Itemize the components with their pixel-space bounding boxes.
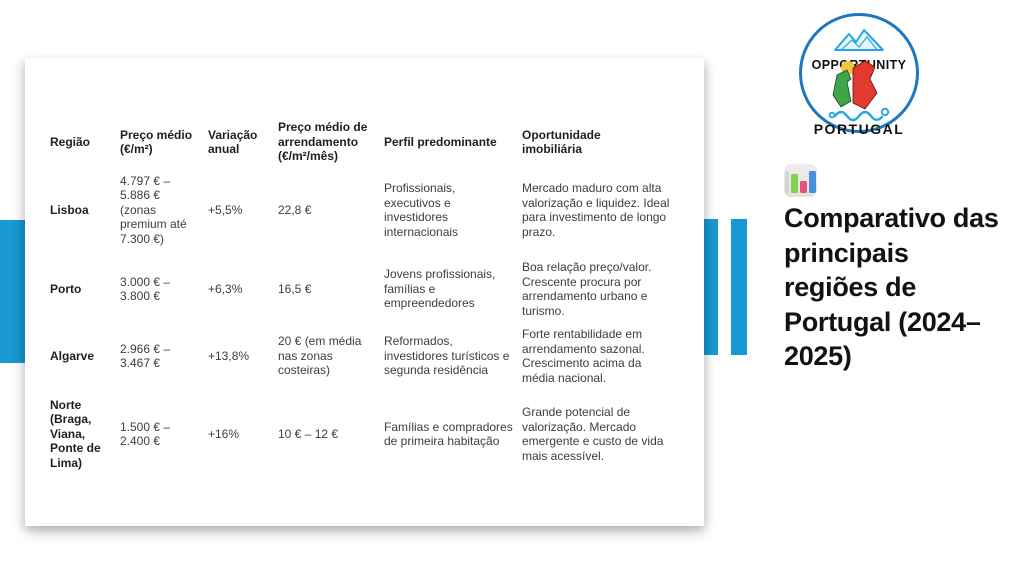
green-figure-icon [832, 69, 852, 108]
mountains-icon [834, 29, 884, 51]
table-card: Região Preço médio (€/m²) Variação anual… [25, 58, 704, 526]
rent-cell: 22,8 € [278, 202, 312, 217]
col-header-variacao-anual: Variação anual [208, 127, 258, 157]
bar-chart-icon [784, 164, 817, 197]
opportunity-cell: Grande potencial de valorização. Mercado… [522, 405, 664, 463]
col-header-preco-arrendamento: Preço médio de arrendamento (€/m²/mês) [278, 120, 368, 164]
opportunity-cell: Mercado maduro com alta valorização e li… [522, 181, 670, 239]
region-cell: Algarve [50, 348, 95, 363]
price-cell: 3.000 € – 3.800 € [120, 274, 171, 304]
table-row-algarve: Algarve 2.966 € – 3.467 € +13,8% 20 € (e… [50, 322, 684, 390]
red-figure-icon [852, 60, 878, 110]
right-accent-bar-1 [703, 219, 718, 355]
table-row-norte: Norte (Braga, Viana, Ponte de Lima) 1.50… [50, 390, 684, 478]
table-row-lisboa: Lisboa 4.797 € – 5.886 € (zonas premium … [50, 164, 684, 256]
bar-chart-ghost-bar [785, 171, 789, 193]
table-header-row: Região Preço médio (€/m²) Variação anual… [50, 120, 684, 164]
profile-cell: Profissionais, executivos e investidores… [384, 181, 459, 239]
region-cell: Lisboa [50, 202, 89, 217]
variation-cell: +16% [208, 426, 240, 441]
col-header-perfil: Perfil predominante [384, 134, 497, 149]
title-block: Comparativo das principais regiões de Po… [784, 164, 1009, 374]
price-cell: 4.797 € – 5.886 € (zonas premium até 7.3… [120, 173, 187, 246]
opportunity-cell: Boa relação preço/valor. Crescente procu… [522, 260, 652, 318]
col-header-oportunidade-label: Oportunidade imobiliária [522, 127, 601, 157]
profile-cell: Reformados, investidores turísticos e se… [384, 334, 510, 378]
profile-cell: Famílias e compradores de primeira habit… [384, 419, 513, 449]
variation-cell: +13,8% [208, 348, 250, 363]
col-header-preco-medio: Preço médio (€/m²) [120, 127, 193, 157]
variation-cell: +5,5% [208, 202, 243, 217]
region-cell: Porto [50, 281, 82, 296]
rent-cell: 16,5 € [278, 281, 312, 296]
bar-chart-green-bar [791, 174, 798, 193]
price-cell: 1.500 € – 2.400 € [120, 419, 171, 449]
col-header-oportunidade: Oportunidade imobiliária [522, 120, 684, 164]
left-accent-bar [0, 220, 25, 363]
rent-cell: 10 € – 12 € [278, 426, 339, 441]
opportunity-portugal-logo: OPPORTUNITY PORTUGAL [797, 9, 921, 137]
logo-graphic: OPPORTUNITY PORTUGAL [799, 13, 919, 137]
variation-cell: +6,3% [208, 281, 243, 296]
opportunity-cell: Forte rentabilidade em arrendamento sazo… [522, 327, 645, 385]
col-header-regiao: Região [50, 134, 91, 149]
regions-table: Região Preço médio (€/m²) Variação anual… [50, 120, 684, 478]
region-cell: Norte (Braga, Viana, Ponte de Lima) [50, 397, 101, 470]
profile-cell: Jovens profissionais, famílias e empreen… [384, 267, 496, 311]
wave-icon [828, 107, 890, 122]
table-row-porto: Porto 3.000 € – 3.800 € +6,3% 16,5 € Jov… [50, 256, 684, 322]
rent-cell: 20 € (em média nas zonas costeiras) [278, 334, 362, 378]
logo-bottom-text: PORTUGAL [814, 121, 905, 137]
bar-chart-blue-bar [809, 171, 816, 193]
bar-chart-pink-bar [800, 181, 807, 193]
right-accent-bar-2 [731, 219, 747, 355]
slide-title: Comparativo das principais regiões de Po… [784, 203, 999, 371]
price-cell: 2.966 € – 3.467 € [120, 341, 171, 371]
